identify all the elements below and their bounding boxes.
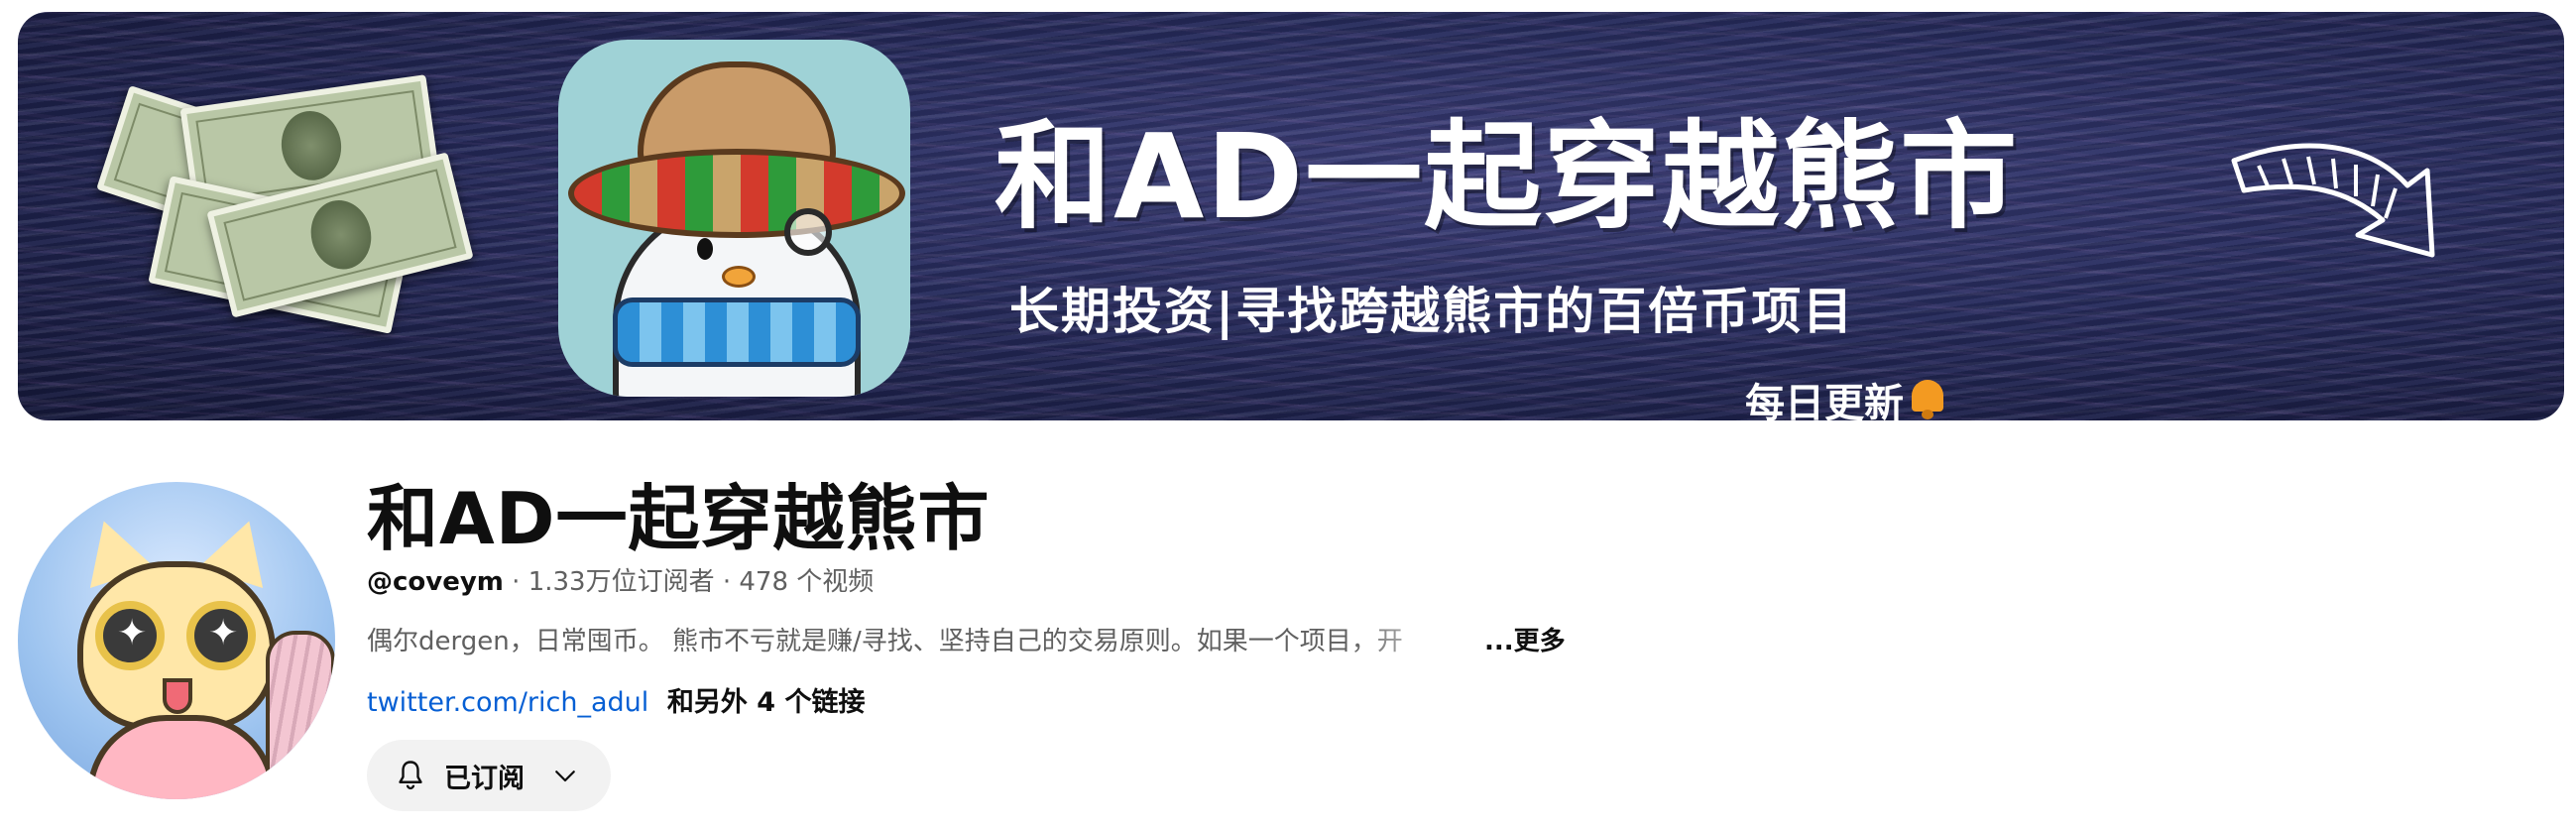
banner-daily-update: 每日更新 xyxy=(1745,371,1947,420)
channel-handle: @coveym xyxy=(367,567,504,597)
monocle-icon xyxy=(784,208,832,256)
chevron-down-icon xyxy=(555,771,575,782)
channel-banner: 和AD一起穿越熊市 长期投资|寻找跨越熊市的百倍币项目 每日更新 xyxy=(18,12,2564,420)
channel-stats: · 1.33万位订阅者 · 478 个视频 xyxy=(503,567,875,597)
fan-icon xyxy=(266,631,335,799)
bell-icon xyxy=(399,761,422,790)
cat-body xyxy=(87,715,276,799)
penguin-beak xyxy=(722,266,756,288)
money-stack-image xyxy=(96,74,474,349)
bell-emoji-icon xyxy=(1908,378,1947,420)
banner-daily-text: 每日更新 xyxy=(1745,381,1904,420)
twitter-link[interactable]: twitter.com/rich_adul xyxy=(367,687,649,718)
channel-name: 和AD一起穿越熊市 xyxy=(367,477,991,560)
glasses-icon xyxy=(186,601,256,670)
scarf xyxy=(613,297,861,367)
subscribed-label: 已订阅 xyxy=(444,763,525,794)
penguin-illustration xyxy=(558,40,910,397)
banner-subtitle: 长期投资|寻找跨越熊市的百倍币项目 xyxy=(1009,283,1855,340)
more-button[interactable]: ...更多 xyxy=(1484,627,1566,656)
more-links-button[interactable]: 和另外 4 个链接 xyxy=(666,687,866,718)
channel-description[interactable]: 偶尔dergen，日常囤币。 熊市不亏就是赚/寻找、坚持自己的交易原则。如果一个… xyxy=(367,621,1566,657)
channel-avatar[interactable] xyxy=(18,482,335,799)
glasses-icon xyxy=(95,601,165,670)
arrow-icon xyxy=(2231,143,2435,258)
banner-title: 和AD一起穿越熊市 xyxy=(995,108,2020,245)
description-text: 偶尔dergen，日常囤币。 熊市不亏就是赚/寻找、坚持自己的交易原则。如果一个… xyxy=(367,627,1403,656)
subscribed-button[interactable]: 已订阅 xyxy=(367,740,611,811)
sombrero-brim xyxy=(568,149,905,238)
penguin-eye xyxy=(697,238,713,260)
channel-links: twitter.com/rich_adul 和另外 4 个链接 xyxy=(367,680,865,719)
channel-meta: @coveym · 1.33万位订阅者 · 478 个视频 xyxy=(367,561,874,598)
cat-mouth xyxy=(163,678,192,714)
